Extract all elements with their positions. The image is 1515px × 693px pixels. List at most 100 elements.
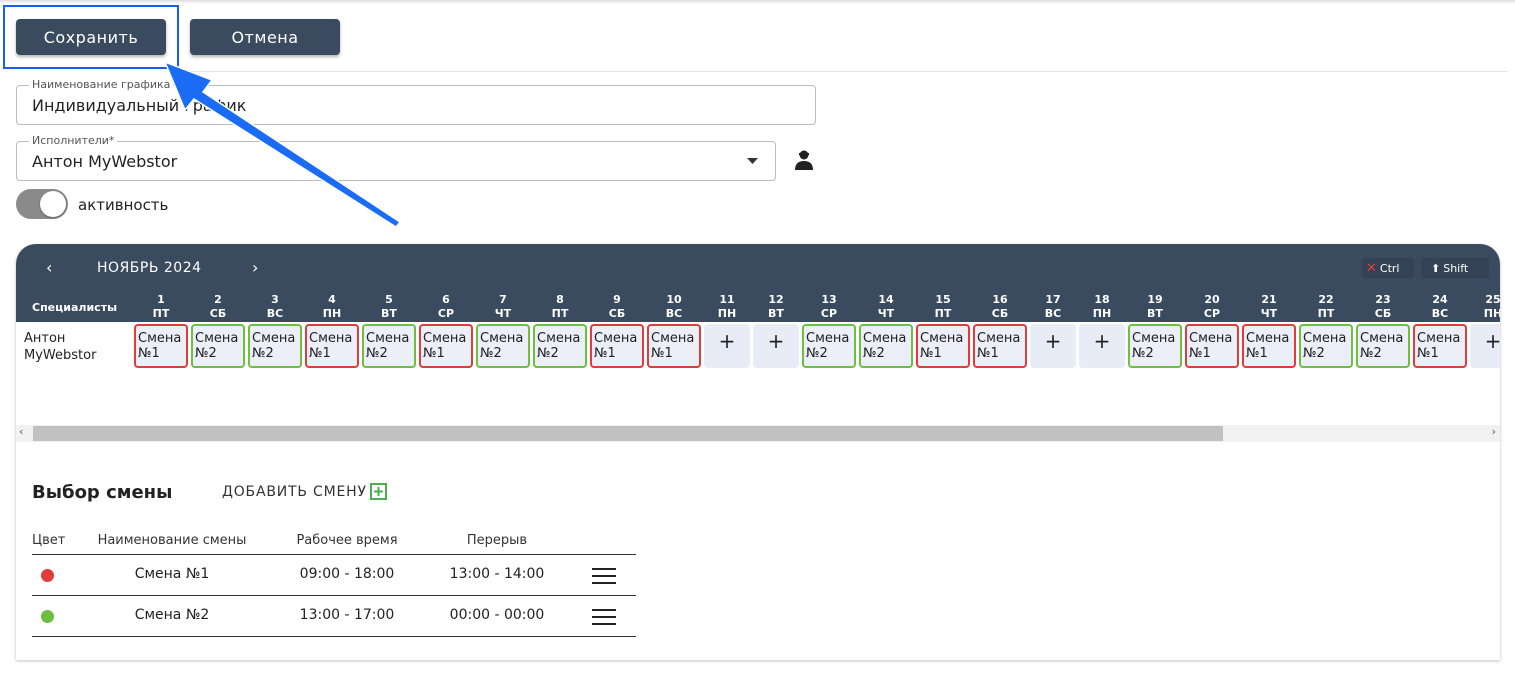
weekday: ПТ (152, 307, 170, 320)
weekday: СБ (209, 307, 227, 320)
shift-time: 09:00 - 18:00 (299, 566, 395, 582)
add-shift-button[interactable]: ДОБАВИТЬ СМЕНУ (222, 483, 387, 500)
day-number: 24 (1432, 293, 1448, 306)
weekday: ВТ (381, 307, 397, 320)
day-number: 1 (157, 293, 165, 306)
day-number: 12 (768, 293, 784, 306)
table-line (32, 554, 636, 555)
weekday: СБ (991, 307, 1009, 320)
day-number: 10 (666, 293, 682, 306)
weekday: ВС (1431, 307, 1449, 320)
weekday: ЧТ (494, 307, 512, 320)
day-number: 16 (992, 293, 1008, 306)
day-number: 22 (1318, 293, 1334, 306)
shift-cell[interactable]: Смена №1 (419, 324, 473, 368)
shift-cell[interactable]: Смена №2 (802, 324, 856, 368)
weekday: ПТ (934, 307, 952, 320)
shift-cell[interactable]: Смена №2 (1128, 324, 1182, 368)
shift-cell[interactable]: Смена №2 (859, 324, 913, 368)
field-label: Исполнители* (29, 134, 118, 147)
add-cell[interactable]: + (1079, 324, 1125, 368)
day-number: 21 (1261, 293, 1277, 306)
next-month[interactable]: › (252, 258, 259, 277)
calendar-card: ‹ НОЯБРЬ 2024 › ✕ Ctrl ⬆ Shift Специалисты… (16, 244, 1500, 660)
toggle-label: активность (78, 196, 169, 214)
weekday: СР (437, 307, 455, 320)
shift-cell[interactable]: Смена №2 (1299, 324, 1353, 368)
day-number: 14 (878, 293, 894, 306)
menu-icon[interactable] (592, 568, 616, 584)
shift-cell[interactable]: Смена №1 (1413, 324, 1467, 368)
day-number: 15 (935, 293, 951, 306)
weekday: ПН (1483, 307, 1500, 320)
day-number: 9 (613, 293, 621, 306)
table-line (32, 595, 636, 596)
shift-cell[interactable]: Смена №1 (305, 324, 359, 368)
day-number: 19 (1147, 293, 1163, 306)
shift-cell[interactable]: Смена №1 (973, 324, 1027, 368)
add-cell[interactable]: + (704, 324, 750, 368)
day-number: 6 (442, 293, 450, 306)
performers-field[interactable]: Исполнители* Антон MyWebstor (16, 134, 776, 181)
shift-cell[interactable]: Смена №2 (1356, 324, 1410, 368)
color-dot (41, 569, 54, 582)
menu-bar (592, 575, 616, 577)
weekday: ЧТ (877, 307, 895, 320)
person-icon[interactable] (794, 149, 814, 171)
weekday: ВС (665, 307, 683, 320)
weekday: ПТ (551, 307, 569, 320)
name-field[interactable]: Наименование графика Индивидуальный граф… (16, 78, 816, 125)
weekday: ВТ (768, 307, 784, 320)
top-shadow (0, 0, 1515, 4)
shift-cell[interactable]: Смена №1 (1242, 324, 1296, 368)
prev-month[interactable]: ‹ (46, 258, 53, 277)
employee-name: Антон MyWebstor (24, 331, 97, 363)
dropdown-arrow (747, 158, 758, 164)
day-number: 4 (328, 293, 336, 306)
shift-cell[interactable]: Смена №1 (647, 324, 701, 368)
section-title: Выбор смены (32, 482, 173, 503)
shift-text: Shift (1443, 261, 1469, 275)
ctrl-text: Ctrl (1379, 261, 1400, 275)
day-number: 25 (1485, 293, 1500, 306)
day-number: 8 (556, 293, 564, 306)
scrollbar[interactable]: ‹ › (16, 425, 1500, 442)
shift-cell[interactable]: Смена №2 (248, 324, 302, 368)
weekday: ПН (1092, 307, 1112, 320)
calendar-header (16, 244, 1500, 322)
shift-cell[interactable]: Смена №2 (476, 324, 530, 368)
cancel-button[interactable]: Отмена (190, 19, 340, 55)
add-cell[interactable]: + (1030, 324, 1076, 368)
shift-cell[interactable]: Смена №2 (191, 324, 245, 368)
weekday: ВС (1044, 307, 1062, 320)
shift-time: 13:00 - 17:00 (299, 607, 395, 623)
save-button[interactable]: Сохранить (16, 19, 166, 55)
day-number: 7 (499, 293, 507, 306)
shift-cell[interactable]: Смена №1 (916, 324, 970, 368)
table-line (32, 636, 636, 637)
menu-icon[interactable] (592, 609, 616, 625)
day-number: 20 (1204, 293, 1220, 306)
shift-break: 00:00 - 00:00 (449, 607, 545, 623)
shift-cell[interactable]: Смена №2 (362, 324, 416, 368)
weekday: СБ (1374, 307, 1392, 320)
field-label: Наименование графика (29, 78, 174, 91)
shift-cell[interactable]: Смена №2 (533, 324, 587, 368)
specialists-header: Специалисты (32, 301, 118, 314)
day-number: 5 (385, 293, 393, 306)
weekday: ВТ (1147, 307, 1163, 320)
table-header: Перерыв (466, 533, 528, 548)
day-number: 2 (214, 293, 222, 306)
shift-cell[interactable]: Смена №1 (590, 324, 644, 368)
shift-cell[interactable]: Смена №1 (134, 324, 188, 368)
table-header: Наименование смены (97, 533, 247, 548)
add-icon (369, 483, 387, 500)
add-cell[interactable]: + (753, 324, 799, 368)
toggle[interactable] (16, 189, 68, 219)
add-cell[interactable]: + (1470, 324, 1500, 368)
shift-cell[interactable]: Смена №1 (1185, 324, 1239, 368)
divider (180, 71, 1508, 72)
day-number: 13 (821, 293, 837, 306)
day-number: 3 (271, 293, 279, 306)
